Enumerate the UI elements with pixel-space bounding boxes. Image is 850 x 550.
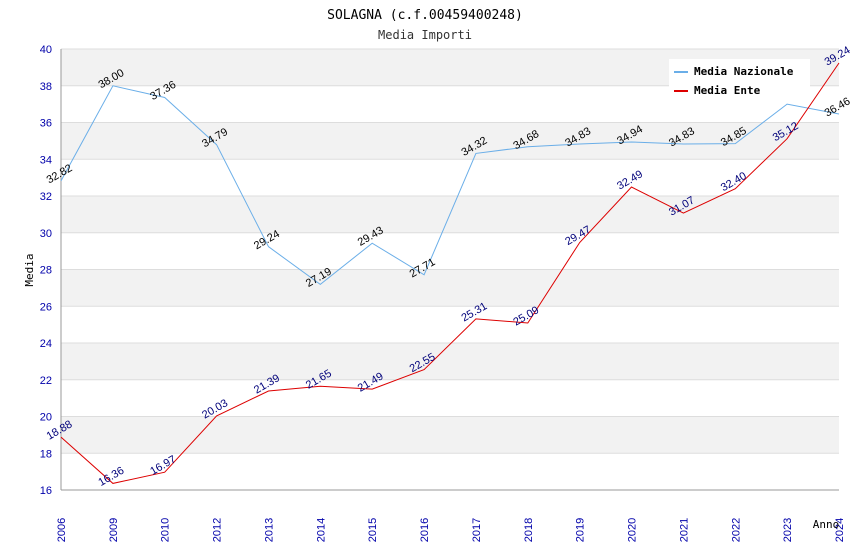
y-tick-label: 16 <box>40 485 52 497</box>
x-tick-label: 2020 <box>627 518 639 542</box>
y-tick-label: 18 <box>40 448 52 460</box>
grid-bands <box>61 49 839 490</box>
y-tick-label: 30 <box>40 228 52 240</box>
x-axis-title: Anno <box>813 518 840 531</box>
y-tick-label: 40 <box>40 44 52 56</box>
grid-band <box>61 159 839 196</box>
grid-band <box>61 306 839 343</box>
legend-background <box>669 59 810 101</box>
series-lines <box>60 62 840 484</box>
y-axis-title: Media <box>23 253 36 286</box>
grid-band <box>61 122 839 160</box>
x-tick-label: 2015 <box>367 518 379 542</box>
y-tick-label: 34 <box>40 154 52 166</box>
x-tick-labels: 2006 2009 2010 2012 2013 2014 2015 2016 2017 2018… <box>56 518 846 542</box>
y-tick-label: 26 <box>40 301 52 313</box>
y-tick-label: 28 <box>40 265 52 277</box>
y-tick-label: 38 <box>40 81 52 93</box>
legend: Media Nazionale Media Ente <box>669 59 810 101</box>
x-tick-label: 2022 <box>730 518 742 542</box>
x-tick-label: 2024 <box>834 518 846 542</box>
y-tick-label: 20 <box>40 412 52 424</box>
grid-band <box>61 416 839 454</box>
legend-label-media-ente: Media Ente <box>694 84 761 97</box>
y-tick-labels: 16 18 20 22 24 26 28 30 32 34 36 38 40 <box>40 44 52 497</box>
y-tick-label: 32 <box>40 191 52 203</box>
chart-title: SOLAGNA (c.f.00459400248) <box>327 8 523 23</box>
chart-subtitle: Media Importi <box>378 28 472 42</box>
grid-band <box>61 453 839 490</box>
x-tick-label: 2016 <box>419 518 431 542</box>
x-tick-label: 2019 <box>575 518 587 542</box>
y-tick-label: 24 <box>40 338 52 350</box>
x-tick-label: 2014 <box>315 518 327 542</box>
series-line-media-ente <box>60 62 840 484</box>
x-tick-label: 2013 <box>263 518 275 542</box>
y-tick-label: 36 <box>40 118 52 130</box>
grid-band <box>61 379 839 417</box>
x-tick-label: 2023 <box>782 518 794 542</box>
x-tick-label: 2018 <box>523 518 535 542</box>
series-line-media-nazionale <box>60 85 840 286</box>
x-tick-label: 2012 <box>212 518 224 542</box>
grid-band <box>61 343 839 380</box>
grid-band <box>61 232 839 270</box>
x-tick-label: 2017 <box>471 518 483 542</box>
legend-label-media-nazionale: Media Nazionale <box>694 65 794 78</box>
grid-band <box>61 269 839 307</box>
x-tick-label: 2009 <box>108 518 120 542</box>
x-tick-label: 2021 <box>678 518 690 542</box>
y-tick-label: 22 <box>40 375 52 387</box>
x-tick-label: 2010 <box>160 518 172 542</box>
x-tick-label: 2006 <box>56 518 68 542</box>
